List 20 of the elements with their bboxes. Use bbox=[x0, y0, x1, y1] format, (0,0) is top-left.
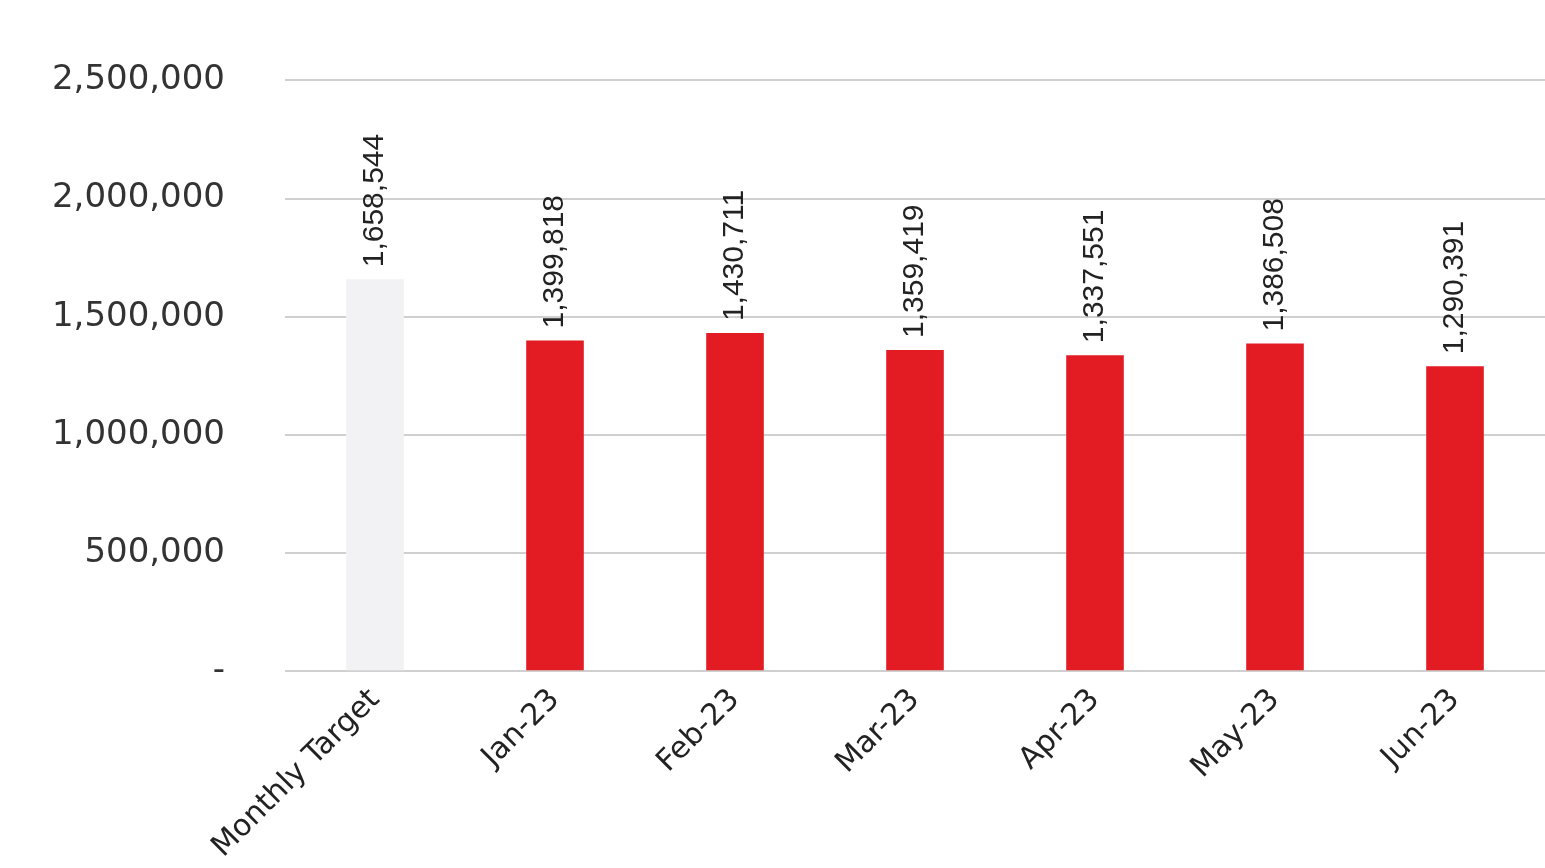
bar bbox=[346, 279, 404, 671]
bar bbox=[1426, 366, 1484, 671]
bar bbox=[706, 333, 764, 671]
bar bbox=[886, 349, 944, 671]
bar bbox=[1066, 355, 1124, 671]
data-label: 1,658,544 bbox=[356, 133, 390, 268]
data-label: 1,337,551 bbox=[1076, 209, 1110, 344]
bar bbox=[526, 340, 584, 671]
y-tick-label: 1,000,000 bbox=[51, 411, 225, 452]
data-label: 1,430,711 bbox=[716, 189, 750, 322]
data-label: 1,359,419 bbox=[896, 204, 930, 338]
y-tick-label: 2,000,000 bbox=[51, 175, 225, 216]
y-tick-label: - bbox=[212, 648, 225, 689]
data-label: 1,399,818 bbox=[536, 194, 570, 329]
data-label: 1,290,391 bbox=[1436, 220, 1470, 355]
data-label: 1,386,508 bbox=[1256, 198, 1290, 332]
y-tick-label: 1,500,000 bbox=[51, 293, 225, 334]
bar bbox=[1246, 343, 1304, 671]
y-tick-label: 2,500,000 bbox=[51, 57, 225, 98]
y-tick-label: 500,000 bbox=[84, 529, 225, 570]
